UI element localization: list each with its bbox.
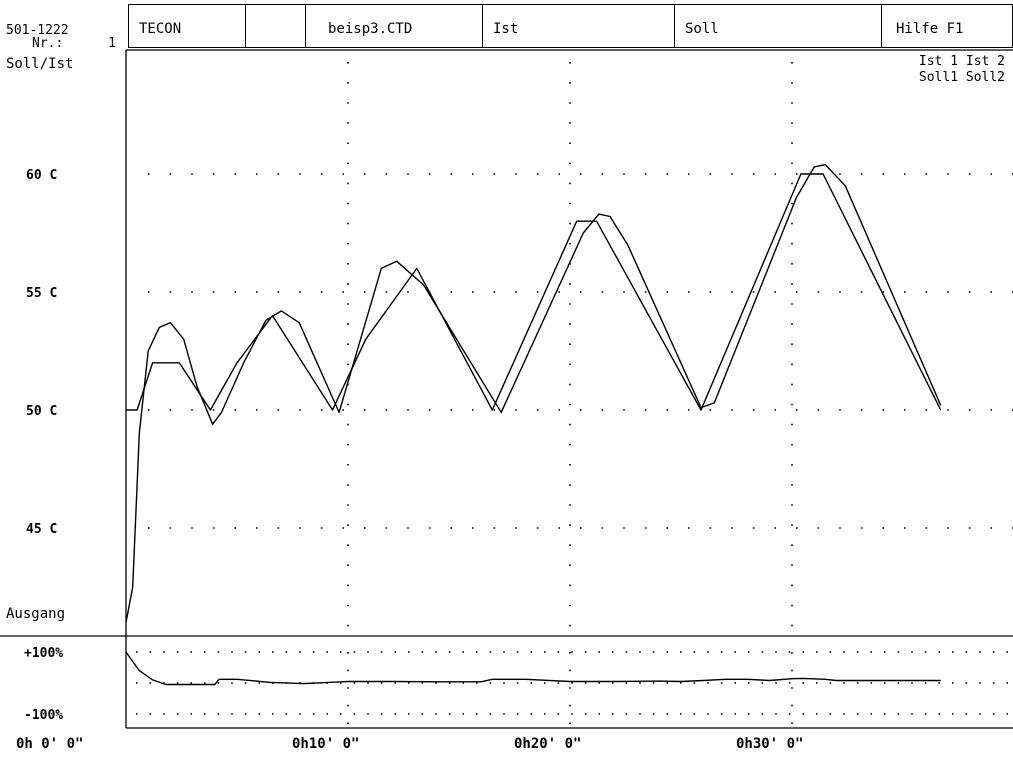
mode-label: Soll/Ist [6, 56, 74, 72]
device-id: 501-1222 [6, 23, 69, 38]
y-tick-label-lower: -100% [24, 708, 63, 723]
y-axis-labels: 45 C 50 C 55 C 60 C +100% -100% [24, 168, 63, 723]
legend-soll: Soll1 Soll2 [918, 70, 1005, 85]
chart-series [125, 163, 942, 686]
y-tick-label-lower: +100% [24, 646, 63, 661]
legend-ist: Ist 1 Ist 2 [918, 54, 1005, 69]
y-tick-label: 50 C [26, 404, 57, 419]
series-line-ist [125, 163, 942, 623]
chart-axes [0, 49, 1013, 729]
legend: Ist 1 Ist 2 Soll1 Soll2 [845, 54, 1005, 86]
x-axis-labels: 0h 0' 0" 0h10' 0" 0h20' 0" 0h30' 0" [16, 736, 803, 752]
x-tick-label: 0h10' 0" [292, 736, 359, 752]
y-tick-label: 60 C [26, 168, 57, 183]
nr-value: 1 [108, 36, 116, 51]
series-line-ausgang [125, 651, 941, 686]
x-tick-label: 0h30' 0" [736, 736, 803, 752]
y-tick-label: 55 C [26, 286, 57, 301]
nr-label: Nr.: [32, 36, 64, 51]
lower-panel-label: Ausgang [6, 606, 66, 622]
x-tick-label: 0h 0' 0" [16, 736, 83, 752]
chart-grid [136, 62, 1013, 728]
y-tick-label: 45 C [26, 522, 57, 537]
x-tick-label: 0h20' 0" [514, 736, 581, 752]
series-line-soll [126, 173, 942, 411]
